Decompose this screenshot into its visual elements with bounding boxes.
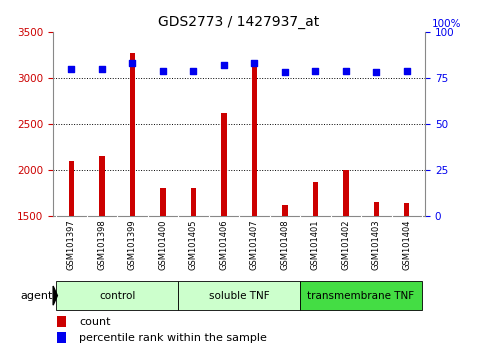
Point: [189, 68, 197, 73]
Bar: [221, 113, 227, 354]
Text: transmembrane TNF: transmembrane TNF: [308, 291, 414, 301]
Bar: [57, 332, 66, 343]
Bar: [300, 281, 422, 310]
Text: GSM101399: GSM101399: [128, 219, 137, 270]
Text: GSM101406: GSM101406: [219, 219, 228, 270]
Text: GSM101404: GSM101404: [402, 219, 411, 270]
Point: [342, 68, 350, 73]
Bar: [178, 281, 300, 310]
Text: agent: agent: [20, 291, 53, 301]
Point: [128, 60, 136, 66]
Bar: [404, 203, 410, 354]
Text: GSM101402: GSM101402: [341, 219, 350, 270]
Point: [68, 66, 75, 72]
Text: 100%: 100%: [432, 19, 461, 29]
Text: GSM101400: GSM101400: [158, 219, 168, 270]
Point: [312, 68, 319, 73]
Text: count: count: [79, 317, 111, 327]
Bar: [160, 188, 166, 354]
Point: [159, 68, 167, 73]
Bar: [313, 182, 318, 354]
Point: [220, 62, 227, 68]
Bar: [57, 316, 66, 327]
Bar: [56, 281, 178, 310]
Bar: [282, 205, 287, 354]
Point: [251, 60, 258, 66]
Bar: [99, 156, 105, 354]
Point: [281, 69, 289, 75]
Text: GSM101397: GSM101397: [67, 219, 76, 270]
Bar: [343, 170, 349, 354]
Text: soluble TNF: soluble TNF: [209, 291, 270, 301]
Text: GSM101403: GSM101403: [372, 219, 381, 270]
Point: [372, 69, 380, 75]
Text: GSM101405: GSM101405: [189, 219, 198, 270]
Bar: [129, 53, 135, 354]
Bar: [69, 161, 74, 354]
Bar: [252, 64, 257, 354]
Text: control: control: [99, 291, 135, 301]
Polygon shape: [53, 286, 57, 305]
Text: GSM101398: GSM101398: [98, 219, 106, 270]
Title: GDS2773 / 1427937_at: GDS2773 / 1427937_at: [158, 16, 320, 29]
Text: percentile rank within the sample: percentile rank within the sample: [79, 333, 267, 343]
Bar: [373, 202, 379, 354]
Point: [403, 68, 411, 73]
Text: GSM101408: GSM101408: [280, 219, 289, 270]
Text: GSM101407: GSM101407: [250, 219, 259, 270]
Point: [98, 66, 106, 72]
Text: GSM101401: GSM101401: [311, 219, 320, 270]
Bar: [191, 188, 196, 354]
